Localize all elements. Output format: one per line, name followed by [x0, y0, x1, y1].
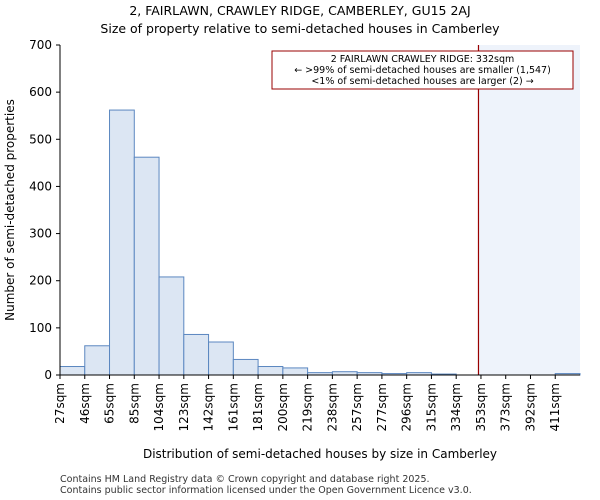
- x-tick-label-219sqm: 219sqm: [301, 383, 315, 431]
- x-tick-label-46sqm: 46sqm: [78, 383, 92, 424]
- x-tick-label-104sqm: 104sqm: [152, 383, 166, 431]
- y-tick-label-200: 200: [29, 274, 52, 288]
- y-tick-label-500: 500: [29, 132, 52, 146]
- x-tick-label-373sqm: 373sqm: [499, 383, 513, 431]
- x-tick-label-161sqm: 161sqm: [226, 383, 240, 431]
- x-tick-label-277sqm: 277sqm: [375, 383, 389, 431]
- y-tick-label-300: 300: [29, 227, 52, 241]
- x-tick-label-65sqm: 65sqm: [103, 383, 117, 424]
- x-tick-label-334sqm: 334sqm: [449, 383, 463, 431]
- y-tick-label-600: 600: [29, 85, 52, 99]
- histogram-bar-123sqm: [183, 333, 210, 376]
- x-axis-label: Distribution of semi-detached houses by …: [143, 447, 497, 461]
- footer-copyright: Contains HM Land Registry data © Crown c…: [60, 474, 430, 485]
- x-tick-label-257sqm: 257sqm: [350, 383, 364, 431]
- histogram-bar-161sqm: [232, 358, 259, 376]
- y-tick-label-100: 100: [29, 321, 52, 335]
- annotation-box: [271, 50, 574, 90]
- histogram-bar-27sqm: [59, 366, 86, 376]
- histogram-bar-142sqm: [208, 341, 234, 376]
- x-tick-label-181sqm: 181sqm: [251, 383, 265, 431]
- x-tick-label-142sqm: 142sqm: [202, 383, 216, 431]
- x-tick-label-411sqm: 411sqm: [548, 383, 562, 431]
- histogram-bar-181sqm: [257, 366, 284, 376]
- x-tick-label-296sqm: 296sqm: [400, 383, 414, 431]
- x-tick-label-238sqm: 238sqm: [325, 383, 339, 431]
- x-tick-label-85sqm: 85sqm: [127, 383, 141, 424]
- footer-licence: Contains public sector information licen…: [60, 485, 472, 496]
- annotation-line-2: ← >99% of semi-detached houses are small…: [294, 65, 551, 76]
- x-tick-label-123sqm: 123sqm: [177, 383, 191, 431]
- x-tick-label-315sqm: 315sqm: [424, 383, 438, 431]
- x-tick-label-353sqm: 353sqm: [474, 383, 488, 431]
- histogram-bar-46sqm: [84, 345, 111, 376]
- y-tick-label-0: 0: [44, 368, 52, 382]
- x-tick-label-27sqm: 27sqm: [53, 383, 67, 424]
- annotation-line-3: <1% of semi-detached houses are larger (…: [311, 76, 533, 87]
- histogram-bar-104sqm: [158, 276, 185, 376]
- larger-region-highlight: [478, 45, 580, 375]
- annotation-line-1: 2 FAIRLAWN CRAWLEY RIDGE: 332sqm: [331, 54, 515, 65]
- y-axis-label: Number of semi-detached properties: [3, 99, 17, 321]
- histogram-bar-65sqm: [109, 109, 135, 376]
- y-tick-label-700: 700: [29, 38, 52, 52]
- x-tick-label-392sqm: 392sqm: [523, 383, 537, 431]
- x-tick-label-200sqm: 200sqm: [276, 383, 290, 431]
- chart-title: 2, FAIRLAWN, CRAWLEY RIDGE, CAMBERLEY, G…: [129, 3, 471, 18]
- y-tick-label-400: 400: [29, 179, 52, 193]
- histogram-bar-200sqm: [282, 367, 309, 376]
- chart-subtitle: Size of property relative to semi-detach…: [100, 21, 500, 36]
- histogram-bar-85sqm: [133, 156, 160, 376]
